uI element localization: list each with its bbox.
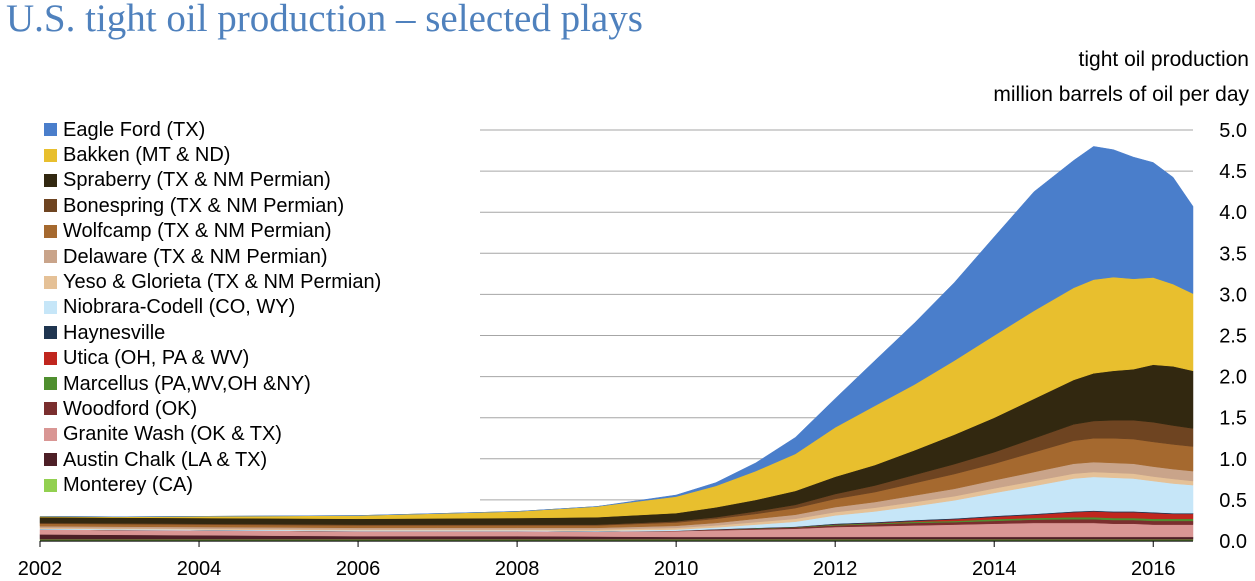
legend-item: Niobrara-Codell (CO, WY) <box>44 295 381 320</box>
legend-item: Austin Chalk (LA & TX) <box>44 447 381 472</box>
y-tick-label: 4.0 <box>1219 202 1247 224</box>
legend-swatch <box>44 478 57 492</box>
y-tick-label: 1.5 <box>1219 408 1247 430</box>
y-tick-label: 5.0 <box>1219 120 1247 142</box>
y-tick-label: 3.0 <box>1219 284 1247 306</box>
x-tick-label: 2010 <box>654 558 699 580</box>
legend-item: Woodford (OK) <box>44 396 381 421</box>
axes: 0.0 0.5 1.0 1.5 2.0 2.5 3.0 3.5 4.0 4.5 5.0 2002 200… <box>18 120 1247 580</box>
legend-label: Utica (OH, PA & WV) <box>63 347 250 370</box>
x-tick-label: 2006 <box>336 558 381 580</box>
legend-item: Delaware (TX & NM Permian) <box>44 244 381 269</box>
legend-swatch <box>44 326 57 340</box>
y-tick-label: 2.0 <box>1219 367 1247 389</box>
legend-label: Delaware (TX & NM Permian) <box>63 245 328 268</box>
y-axis-label-line2: million barrels of oil per day <box>993 83 1249 106</box>
legend-swatch <box>44 427 57 441</box>
y-tick-label: 1.0 <box>1219 449 1247 471</box>
x-tick-label: 2004 <box>177 558 222 580</box>
legend-label: Bonespring (TX & NM Permian) <box>63 194 345 217</box>
y-tick-label: 2.5 <box>1219 326 1247 348</box>
x-tick-label: 2008 <box>495 558 540 580</box>
legend-label: Monterey (CA) <box>63 474 194 497</box>
legend-swatch <box>44 402 57 416</box>
y-tick-label: 0.5 <box>1219 490 1247 512</box>
legend-item: Monterey (CA) <box>44 472 381 497</box>
legend-label: Woodford (OK) <box>63 397 198 420</box>
chart-title: U.S. tight oil production – selected pla… <box>6 0 643 40</box>
x-tick-label: 2012 <box>813 558 858 580</box>
legend-label: Niobrara-Codell (CO, WY) <box>63 296 296 319</box>
legend-item: Utica (OH, PA & WV) <box>44 346 381 371</box>
legend-item: Eagle Ford (TX) <box>44 117 381 142</box>
stacked-areas <box>39 146 1194 542</box>
legend-swatch <box>44 224 57 238</box>
legend-label: Spraberry (TX & NM Permian) <box>63 169 331 192</box>
legend-item: Granite Wash (OK & TX) <box>44 422 381 447</box>
legend-label: Haynesville <box>63 321 166 344</box>
legend-swatch <box>44 148 57 162</box>
y-tick-label: 0.0 <box>1219 531 1247 553</box>
legend-label: Bakken (MT & ND) <box>63 144 231 167</box>
legend-swatch <box>44 250 57 264</box>
legend-label: Marcellus (PA,WV,OH &NY) <box>63 372 311 395</box>
legend-swatch <box>44 199 57 213</box>
legend-label: Granite Wash (OK & TX) <box>63 423 282 446</box>
legend-label: Wolfcamp (TX & NM Permian) <box>63 220 332 243</box>
x-tick-label: 2014 <box>972 558 1017 580</box>
legend-item: Wolfcamp (TX & NM Permian) <box>44 219 381 244</box>
y-tick-label: 3.5 <box>1219 243 1247 265</box>
legend-item: Marcellus (PA,WV,OH &NY) <box>44 371 381 396</box>
legend-label: Eagle Ford (TX) <box>63 118 206 141</box>
legend-swatch <box>44 123 57 137</box>
legend-swatch <box>44 173 57 187</box>
legend-item: Spraberry (TX & NM Permian) <box>44 168 381 193</box>
legend-swatch <box>44 453 57 467</box>
legend-swatch <box>44 300 57 314</box>
legend-item: Bakken (MT & ND) <box>44 142 381 167</box>
area-series-14 <box>39 146 1194 518</box>
legend-item: Bonespring (TX & NM Permian) <box>44 193 381 218</box>
legend-label: Austin Chalk (LA & TX) <box>63 448 268 471</box>
legend-label: Yeso & Glorieta (TX & NM Permian) <box>63 271 382 294</box>
legend-swatch <box>44 377 57 391</box>
x-tick-label: 2016 <box>1131 558 1176 580</box>
legend: Eagle Ford (TX) Bakken (MT & ND) Spraberry… <box>44 117 381 498</box>
legend-item: Haynesville <box>44 320 381 345</box>
legend-swatch <box>44 275 57 289</box>
y-axis-label-line1: tight oil production <box>1078 48 1249 71</box>
legend-item: Yeso & Glorieta (TX & NM Permian) <box>44 269 381 294</box>
legend-swatch <box>44 351 57 365</box>
x-tick-label: 2002 <box>18 558 63 580</box>
y-tick-label: 4.5 <box>1219 161 1247 183</box>
